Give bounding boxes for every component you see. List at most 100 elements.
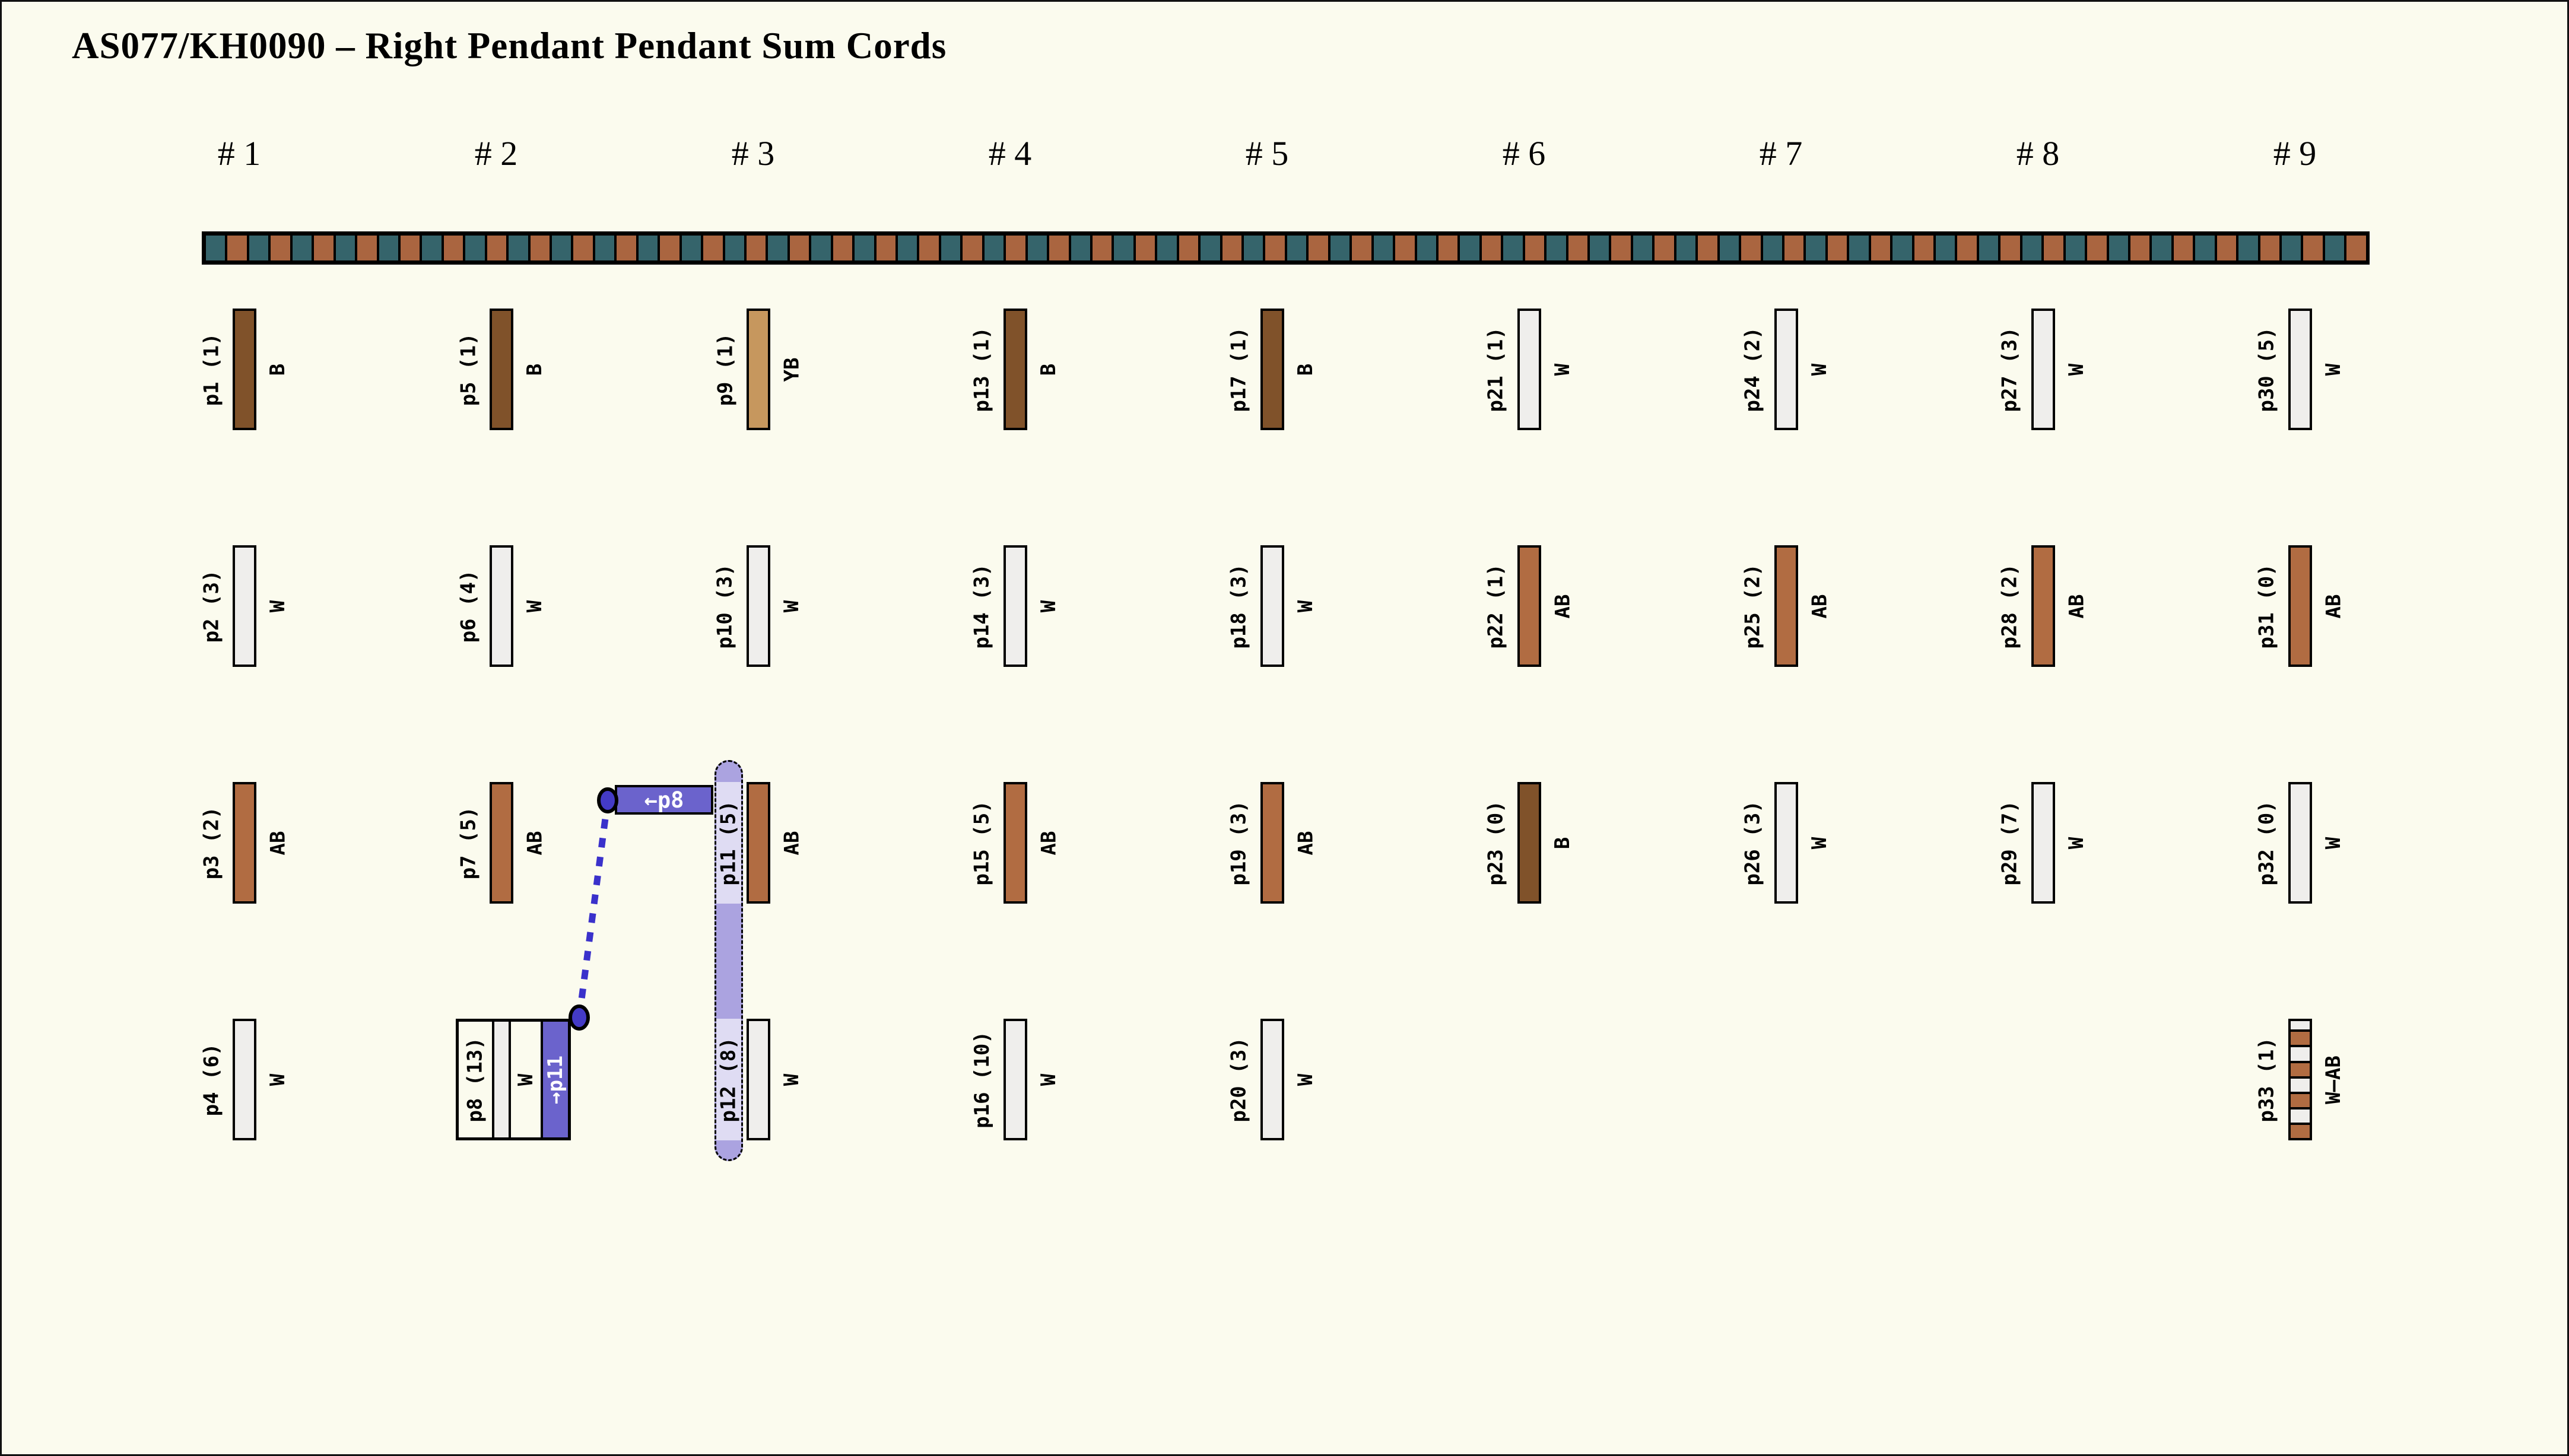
primary-cord-segment xyxy=(2238,236,2258,260)
primary-cord-segment xyxy=(1092,236,1112,260)
primary-cord-segment xyxy=(2216,236,2237,260)
pendant-bar-p21[interactable] xyxy=(1517,309,1541,430)
primary-cord-segment xyxy=(2108,236,2128,260)
primary-cord-segment xyxy=(984,236,1004,260)
pendant-bar-p19[interactable] xyxy=(1260,782,1284,904)
pendant-label: p3 (2) xyxy=(199,806,224,879)
pendant-bar-p12[interactable] xyxy=(747,1019,770,1140)
pendant-bar-p15[interactable] xyxy=(1004,782,1027,904)
primary-cord-segment xyxy=(2282,236,2301,260)
pendant-bar xyxy=(492,1022,511,1137)
pendant-bar-p11[interactable] xyxy=(747,782,770,904)
pendant-bar-p29[interactable] xyxy=(2031,782,2055,904)
pendant-bar-p33[interactable] xyxy=(2288,1019,2312,1140)
primary-cord-segment xyxy=(1244,236,1263,260)
primary-cord-segment xyxy=(833,236,853,260)
primary-cord-segment xyxy=(919,236,939,260)
group-header: # 2 xyxy=(474,134,518,173)
pendant-bar-p9[interactable] xyxy=(747,309,770,430)
pendant-label: p19 (3) xyxy=(1227,800,1252,886)
primary-cord-segment xyxy=(855,236,874,260)
pendant-bar-p6[interactable] xyxy=(490,545,513,667)
color-code: W xyxy=(779,600,804,612)
primary-cord-segment xyxy=(638,236,658,260)
color-code: AB xyxy=(2064,594,2088,618)
color-code: W xyxy=(1807,363,1831,376)
primary-cord-segment xyxy=(1611,236,1631,260)
color-code: W xyxy=(265,1073,290,1086)
pendant-bar-p4[interactable] xyxy=(233,1019,256,1140)
primary-cord-segment xyxy=(2325,236,2345,260)
primary-cord-segment xyxy=(1763,236,1782,260)
primary-cord-segment xyxy=(811,236,831,260)
link-tag-to-p8[interactable]: ←p8 xyxy=(615,785,713,815)
primary-cord-segment xyxy=(1892,236,1912,260)
pendant-bar-p25[interactable] xyxy=(1774,545,1798,667)
pendant-bar-p14[interactable] xyxy=(1004,545,1027,667)
primary-cord-segment xyxy=(595,236,615,260)
color-code: B xyxy=(1036,363,1060,376)
primary-cord-segment xyxy=(1287,236,1307,260)
pendant-label: p9 (1) xyxy=(713,333,738,406)
color-code: W xyxy=(1293,1073,1317,1086)
pendant-bar-p23[interactable] xyxy=(1517,782,1541,904)
pendant-bar-p30[interactable] xyxy=(2288,309,2312,430)
primary-cord-segment xyxy=(1719,236,1739,260)
primary-cord-segment xyxy=(530,236,550,260)
pendant-label: p10 (3) xyxy=(713,563,738,649)
pendant-bar-p18[interactable] xyxy=(1260,545,1284,667)
color-code: W xyxy=(1036,600,1060,612)
stripe-segment xyxy=(2291,1109,2310,1123)
pendant-label: p16 (10) xyxy=(970,1031,995,1128)
pendant-bar-p17[interactable] xyxy=(1260,309,1284,430)
pendant-label: p25 (2) xyxy=(1741,563,1765,649)
color-code: AB xyxy=(1807,594,1831,618)
pendant-bar-p16[interactable] xyxy=(1004,1019,1027,1140)
primary-cord-segment xyxy=(703,236,723,260)
pendant-bar-p28[interactable] xyxy=(2031,545,2055,667)
primary-cord-segment xyxy=(1547,236,1566,260)
pendant-bar-p31[interactable] xyxy=(2288,545,2312,667)
link-tag-to-p11[interactable]: →p11 xyxy=(541,1022,568,1137)
primary-cord-segment xyxy=(2022,236,2042,260)
primary-cord-segment xyxy=(1633,236,1653,260)
stripe-segment xyxy=(2291,1093,2310,1107)
pendant-bar-p5[interactable] xyxy=(490,309,513,430)
pendant-label: p12 (8) xyxy=(716,1019,741,1140)
pendant-bar-p1[interactable] xyxy=(233,309,256,430)
primary-cord-segment xyxy=(1265,236,1285,260)
primary-cord-segment xyxy=(1849,236,1869,260)
primary-cord-segment xyxy=(249,236,269,260)
pendant-bar-p13[interactable] xyxy=(1004,309,1027,430)
pendant-bar-p20[interactable] xyxy=(1260,1019,1284,1140)
link-endpoint-dot-bottom xyxy=(569,1004,590,1031)
pendant-label: p29 (7) xyxy=(1998,800,2022,886)
color-code: W xyxy=(1807,837,1831,849)
pendant-bar-p22[interactable] xyxy=(1517,545,1541,667)
pendant-bar-p24[interactable] xyxy=(1774,309,1798,430)
stripe-segment xyxy=(2291,1021,2310,1030)
color-code: W xyxy=(2064,363,2088,376)
primary-cord-segment xyxy=(271,236,290,260)
primary-cord-segment xyxy=(898,236,917,260)
color-code: AB xyxy=(1550,594,1574,618)
primary-cord-segment xyxy=(2087,236,2107,260)
pendant-p8-composite[interactable]: p8 (13) W →p11 xyxy=(456,1019,571,1140)
pendant-bar-p2[interactable] xyxy=(233,545,256,667)
primary-cord-segment xyxy=(1936,236,1955,260)
pendant-bar-p3[interactable] xyxy=(233,782,256,904)
link-dashed-line xyxy=(576,800,611,1018)
primary-cord-segment xyxy=(876,236,896,260)
primary-cord-segment xyxy=(292,236,312,260)
primary-cord-segment xyxy=(379,236,398,260)
color-code: W xyxy=(1550,363,1574,376)
pendant-bar-p32[interactable] xyxy=(2288,782,2312,904)
primary-cord-segment xyxy=(443,236,463,260)
pendant-label: p33 (1) xyxy=(2255,1037,2279,1123)
primary-cord-segment xyxy=(1741,236,1761,260)
pendant-bar-p7[interactable] xyxy=(490,782,513,904)
pendant-bar-p10[interactable] xyxy=(747,545,770,667)
color-code: AB xyxy=(522,831,547,855)
pendant-bar-p26[interactable] xyxy=(1774,782,1798,904)
pendant-bar-p27[interactable] xyxy=(2031,309,2055,430)
